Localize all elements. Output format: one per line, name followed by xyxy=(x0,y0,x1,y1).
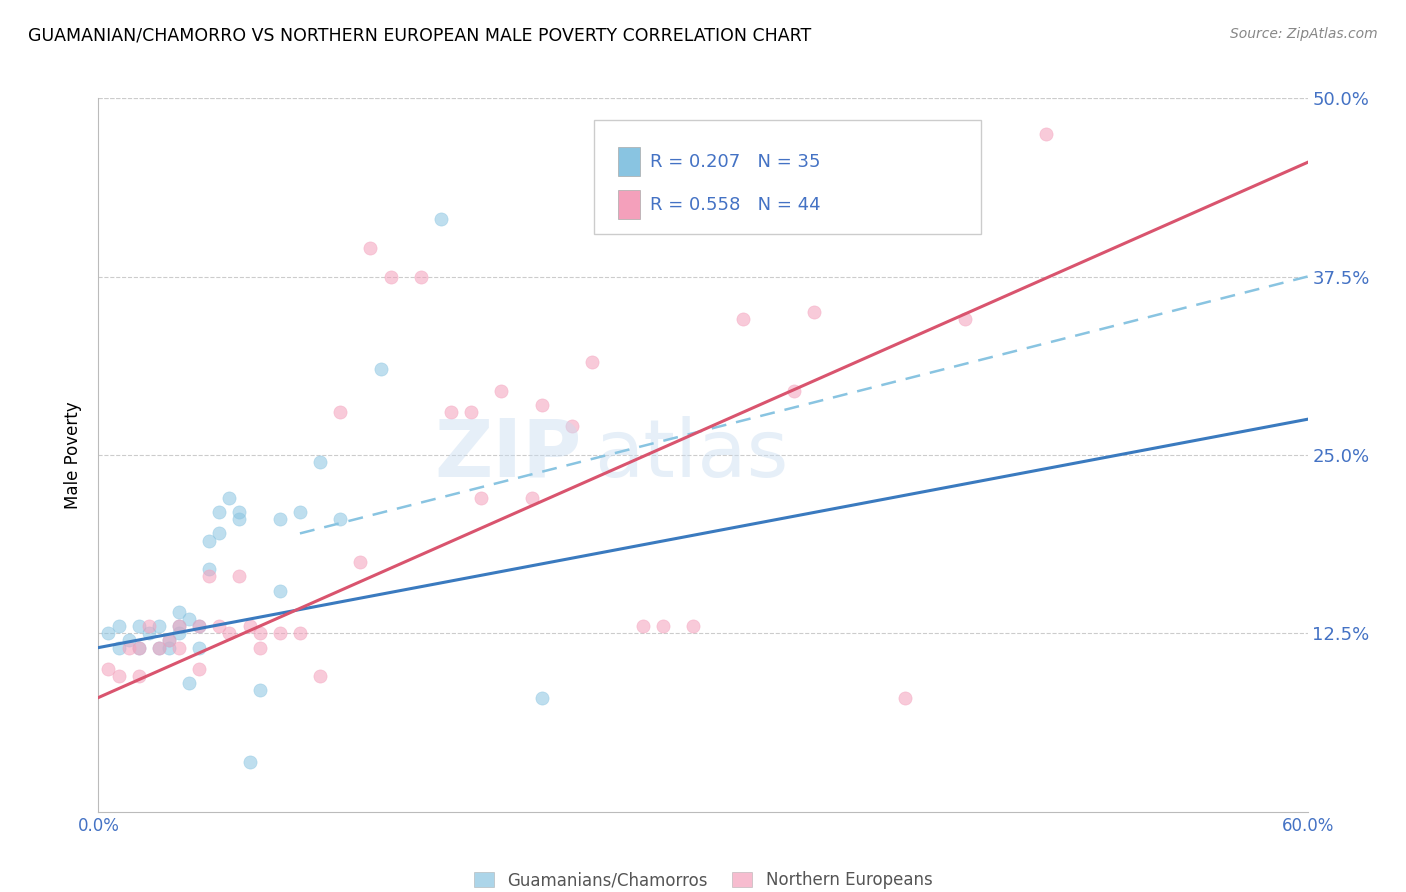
Point xyxy=(228,505,250,519)
Point xyxy=(269,583,291,598)
Legend: Guamanians/Chamorros, Northern Europeans: Guamanians/Chamorros, Northern Europeans xyxy=(467,865,939,892)
Point xyxy=(188,640,211,655)
Text: GUAMANIAN/CHAMORRO VS NORTHERN EUROPEAN MALE POVERTY CORRELATION CHART: GUAMANIAN/CHAMORRO VS NORTHERN EUROPEAN … xyxy=(28,27,811,45)
Point xyxy=(157,640,180,655)
Point xyxy=(470,491,492,505)
Point xyxy=(208,505,231,519)
Point xyxy=(138,626,160,640)
Point xyxy=(249,640,271,655)
Point xyxy=(249,626,271,640)
Point xyxy=(239,619,262,633)
Point xyxy=(128,640,150,655)
Point xyxy=(228,512,250,526)
Point xyxy=(349,555,371,569)
Point xyxy=(198,562,221,576)
Text: Source: ZipAtlas.com: Source: ZipAtlas.com xyxy=(1230,27,1378,41)
Point xyxy=(370,362,392,376)
Point xyxy=(360,241,382,255)
Point xyxy=(530,690,553,705)
Point xyxy=(309,455,332,469)
Point xyxy=(97,662,120,676)
Point xyxy=(893,690,915,705)
Point xyxy=(239,755,262,769)
Point xyxy=(631,619,654,633)
Point xyxy=(269,512,291,526)
Point xyxy=(288,505,311,519)
Point xyxy=(198,569,221,583)
Point xyxy=(188,662,211,676)
Point xyxy=(733,312,755,326)
Point xyxy=(128,619,150,633)
Point xyxy=(430,212,453,227)
Point xyxy=(309,669,332,683)
Point xyxy=(148,619,170,633)
Point xyxy=(1035,127,1057,141)
Point xyxy=(682,619,704,633)
Point xyxy=(380,269,402,284)
Point xyxy=(198,533,221,548)
Point xyxy=(520,491,543,505)
Point xyxy=(218,626,240,640)
Text: R = 0.207   N = 35: R = 0.207 N = 35 xyxy=(650,153,820,170)
Text: ZIP: ZIP xyxy=(434,416,582,494)
Point xyxy=(953,312,976,326)
Point xyxy=(208,619,231,633)
Point xyxy=(167,640,190,655)
Point xyxy=(288,626,311,640)
Point xyxy=(269,626,291,640)
Point xyxy=(118,640,141,655)
Point xyxy=(128,640,150,655)
Point xyxy=(179,612,201,626)
Point xyxy=(148,640,170,655)
Point xyxy=(561,419,583,434)
Point xyxy=(329,512,352,526)
Point xyxy=(228,569,250,583)
Point xyxy=(157,633,180,648)
Point xyxy=(167,619,190,633)
Point xyxy=(148,640,170,655)
Point xyxy=(530,398,553,412)
FancyBboxPatch shape xyxy=(595,120,981,234)
Text: R = 0.558   N = 44: R = 0.558 N = 44 xyxy=(650,195,821,213)
Point xyxy=(157,633,180,648)
Text: atlas: atlas xyxy=(595,416,789,494)
Point xyxy=(460,405,482,419)
Point xyxy=(803,305,825,319)
Point xyxy=(440,405,463,419)
Point xyxy=(491,384,513,398)
Point xyxy=(167,605,190,619)
Point xyxy=(409,269,432,284)
Point xyxy=(581,355,603,369)
Point xyxy=(107,669,129,683)
Point xyxy=(179,676,201,690)
Point xyxy=(218,491,240,505)
Point xyxy=(188,619,211,633)
Point xyxy=(118,633,141,648)
Point xyxy=(208,526,231,541)
Point xyxy=(167,619,190,633)
Point xyxy=(97,626,120,640)
Point xyxy=(107,619,129,633)
Point xyxy=(128,669,150,683)
FancyBboxPatch shape xyxy=(619,190,640,219)
Point xyxy=(651,619,673,633)
Y-axis label: Male Poverty: Male Poverty xyxy=(65,401,83,508)
Point xyxy=(188,619,211,633)
Point xyxy=(249,683,271,698)
Point xyxy=(138,619,160,633)
Point xyxy=(107,640,129,655)
Point xyxy=(329,405,352,419)
FancyBboxPatch shape xyxy=(619,147,640,176)
Point xyxy=(783,384,806,398)
Point xyxy=(167,626,190,640)
